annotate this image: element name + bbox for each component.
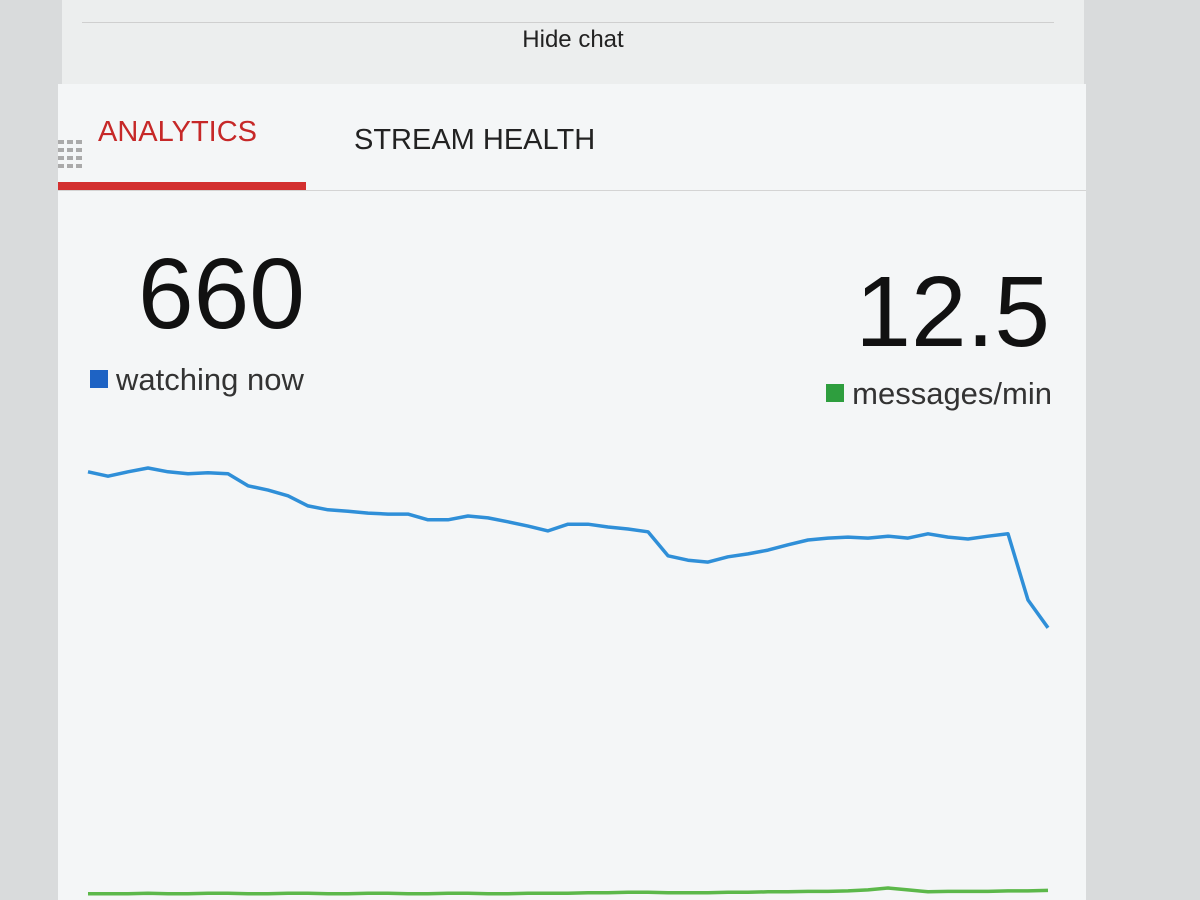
active-tab-indicator [58,182,306,190]
messages-legend: messages/min [826,376,1052,412]
legend-label: messages/min [852,376,1052,411]
viewers-stat: 660 [138,244,305,344]
line-series [87,466,1050,629]
viewers-value: 660 [138,238,305,350]
viewers-legend: watching now [90,362,304,398]
hide-chat-button[interactable]: Hide chat [522,26,624,53]
tab-stream-health[interactable]: STREAM HEALTH [354,124,596,156]
legend-swatch [826,384,845,402]
analytics-card: ANALYTICS STREAM HEALTH [58,84,1086,900]
tab-bar: ANALYTICS STREAM HEALTH [58,84,1086,191]
messages-stat: 12.5 [855,262,1050,362]
tab-analytics[interactable]: ANALYTICS [98,116,258,148]
top-bar: Hide chat [62,0,1084,85]
line-series [88,886,1049,896]
legend-swatch [90,370,108,388]
grid-icon[interactable] [58,140,88,170]
divider [82,22,1054,23]
messages-value: 12.5 [855,256,1050,368]
legend-label: watching now [116,362,304,397]
